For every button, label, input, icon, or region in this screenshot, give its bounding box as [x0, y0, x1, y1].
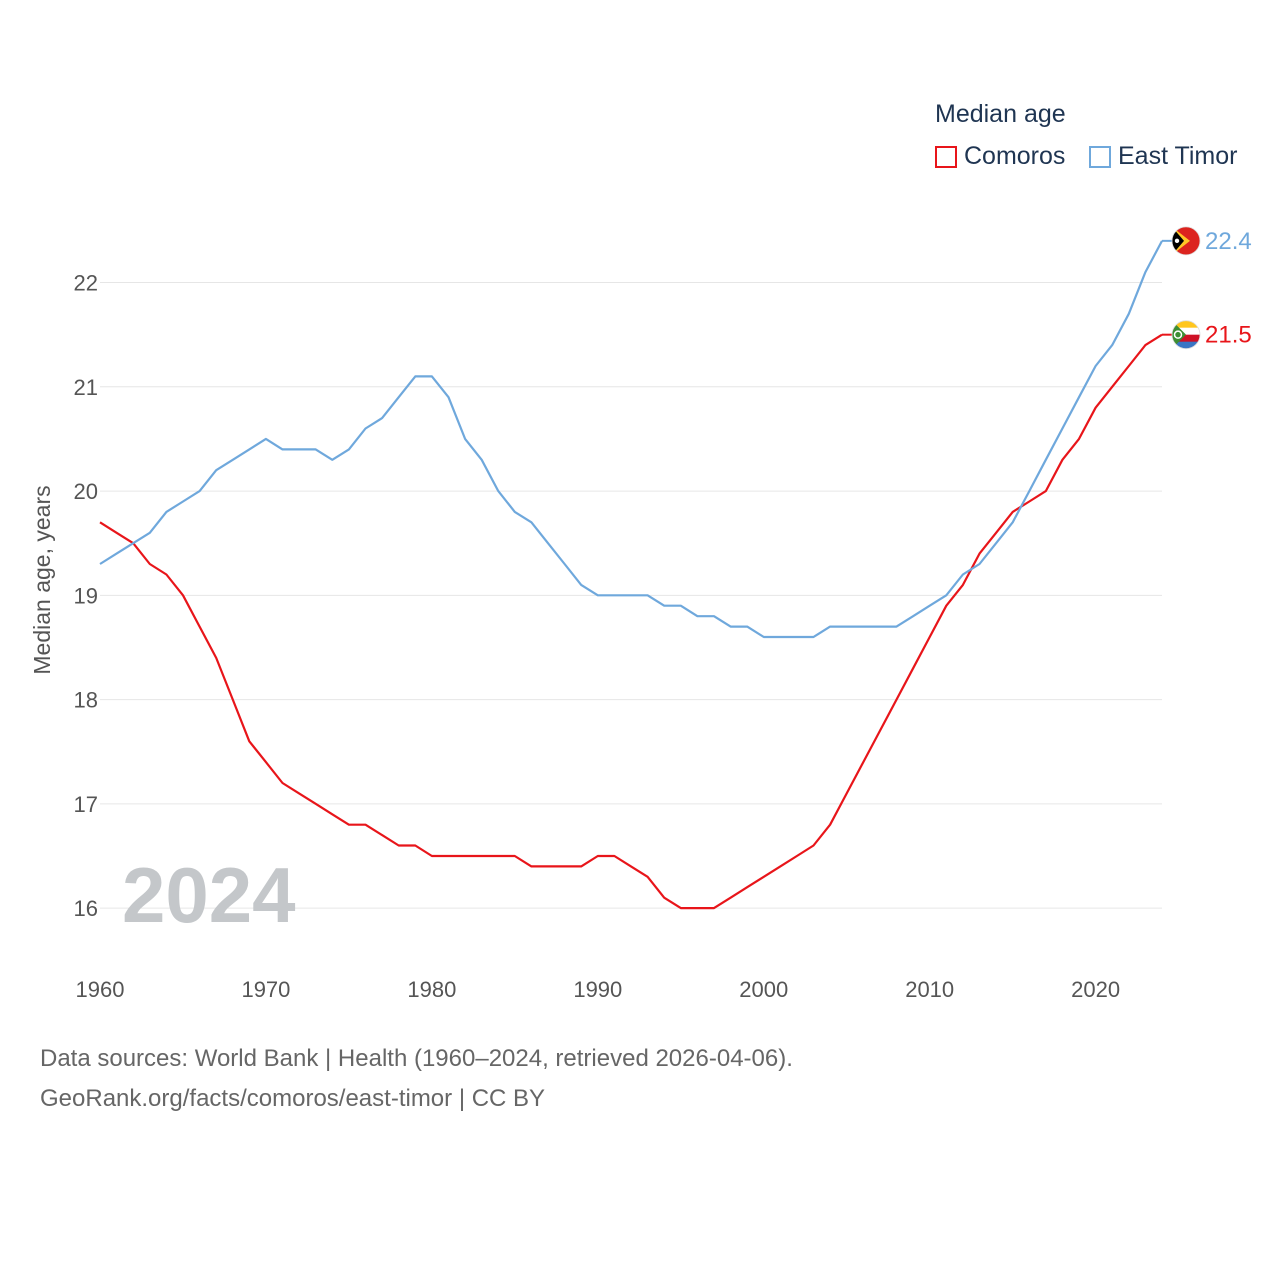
x-tick-1970: 1970 — [241, 977, 290, 1002]
x-tick-2020: 2020 — [1071, 977, 1120, 1002]
x-tick-1990: 1990 — [573, 977, 622, 1002]
flag-comoros-icon — [1171, 320, 1201, 350]
y-axis-label: Median age, years — [29, 485, 55, 674]
series-line-east-timor[interactable] — [99, 240, 1163, 639]
y-tick-20: 20 — [74, 479, 98, 504]
x-tick-1960: 1960 — [76, 977, 125, 1002]
data-source-text: Data sources: World Bank | Health (1960–… — [40, 1045, 793, 1072]
legend-item-comoros[interactable]: Comoros — [935, 142, 1065, 171]
series-end-markers: 21.5 22.4 — [1162, 226, 1252, 350]
end-label-comoros: 21.5 — [1205, 322, 1252, 349]
y-tick-22: 22 — [74, 271, 98, 296]
x-axis-ticks: 1960 1970 1980 1990 2000 2010 2020 — [76, 977, 1121, 1002]
y-tick-19: 19 — [74, 583, 98, 608]
end-label-east-timor: 22.4 — [1205, 228, 1252, 255]
x-tick-2010: 2010 — [905, 977, 954, 1002]
legend-item-east-timor[interactable]: East Timor — [1089, 142, 1237, 171]
attribution-text: GeoRank.org/facts/comoros/east-timor | C… — [40, 1085, 546, 1112]
y-axis-ticks: 16 17 18 19 20 21 22 — [74, 271, 98, 922]
y-tick-21: 21 — [74, 375, 98, 400]
y-tick-17: 17 — [74, 792, 98, 817]
legend-label-comoros: Comoros — [964, 142, 1066, 170]
y-tick-16: 16 — [74, 896, 98, 921]
series-lines — [99, 240, 1163, 910]
flag-east-timor-icon — [1171, 226, 1201, 256]
x-tick-1980: 1980 — [407, 977, 456, 1002]
legend-swatch-comoros — [935, 145, 957, 168]
y-tick-18: 18 — [74, 688, 98, 713]
legend-swatch-east-timor — [1089, 145, 1111, 168]
x-tick-2000: 2000 — [739, 977, 788, 1002]
legend-title: Median age — [935, 100, 1066, 128]
year-watermark: 2024 — [122, 851, 296, 939]
gridlines — [100, 282, 1162, 909]
legend-label-east-timor: East Timor — [1118, 142, 1238, 170]
series-line-comoros[interactable] — [99, 333, 1163, 910]
